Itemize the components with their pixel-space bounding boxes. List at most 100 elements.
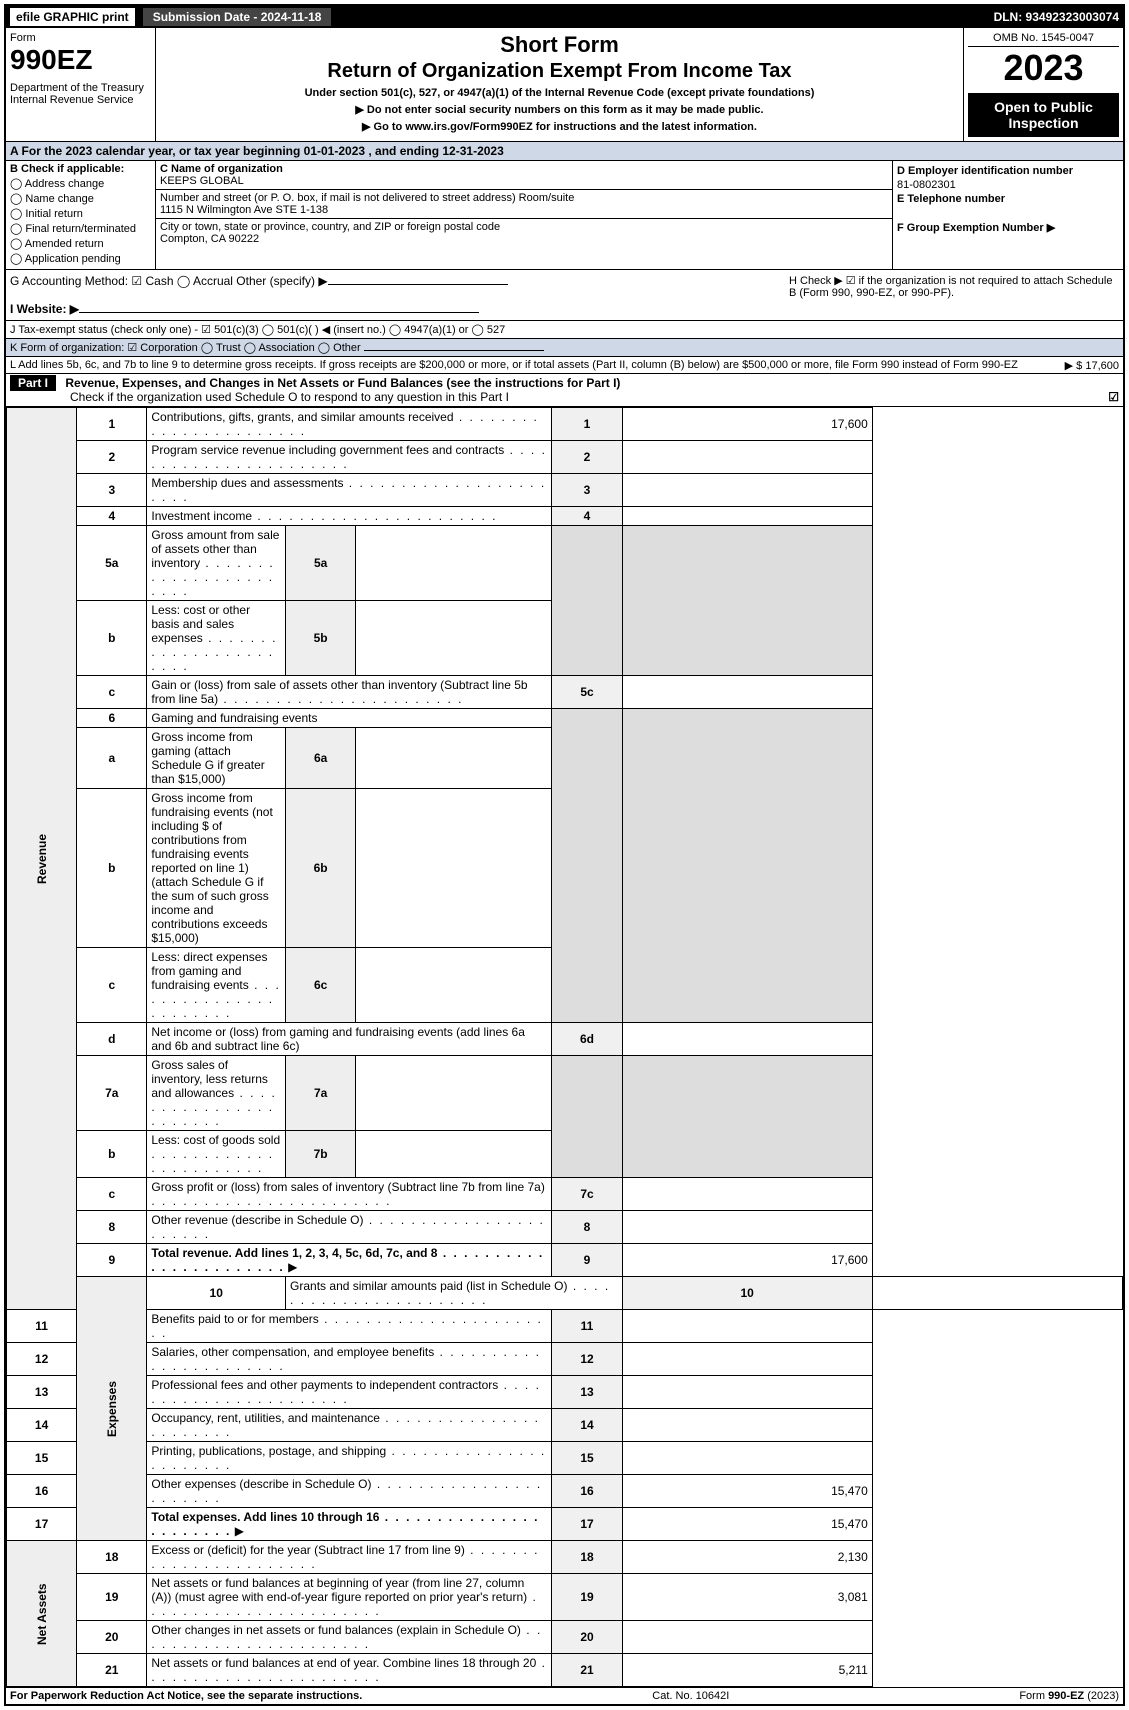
row-l: L Add lines 5b, 6c, and 7b to line 9 to … (6, 357, 1123, 374)
part-i-table: Revenue 1 Contributions, gifts, grants, … (6, 407, 1123, 1687)
box-b-title: B Check if applicable: (10, 163, 124, 175)
box-b: B Check if applicable: ◯ Address change … (6, 161, 156, 269)
line-12-amount (622, 1343, 872, 1376)
part-i-title: Revenue, Expenses, and Changes in Net As… (65, 376, 620, 390)
header-right: OMB No. 1545-0047 2023 Open to Public In… (963, 28, 1123, 141)
part-i-subtitle: Check if the organization used Schedule … (70, 390, 509, 404)
footer-left: For Paperwork Reduction Act Notice, see … (10, 1690, 362, 1702)
website-label: I Website: ▶ (10, 302, 79, 316)
line-4-desc: Investment income (147, 507, 552, 526)
header: Form 990EZ Department of the Treasury In… (6, 28, 1123, 142)
row-l-amount: ▶ $ 17,600 (1065, 359, 1119, 372)
submission-date: Submission Date - 2024-11-18 (143, 8, 332, 26)
line-13-desc: Professional fees and other payments to … (147, 1376, 552, 1409)
line-1-desc: Contributions, gifts, grants, and simila… (147, 408, 552, 441)
line-6a-desc: Gross income from gaming (attach Schedul… (147, 728, 286, 789)
part-i-label: Part I (10, 375, 56, 391)
tax-year: 2023 (968, 47, 1119, 89)
no-ssn-note: ▶ Do not enter social security numbers o… (162, 103, 957, 116)
form-number: 990EZ (10, 44, 151, 76)
ein-value: 81-0802301 (897, 179, 1119, 191)
line-11-desc: Benefits paid to or for members (147, 1310, 552, 1343)
line-14-amount (622, 1409, 872, 1442)
under-section: Under section 501(c), 527, or 4947(a)(1)… (162, 87, 957, 99)
line-10-amount (872, 1277, 1122, 1310)
line-18-amount: 2,130 (622, 1541, 872, 1574)
line-7c-desc: Gross profit or (loss) from sales of inv… (147, 1178, 552, 1211)
row-j: J Tax-exempt status (check only one) - ☑… (6, 321, 1123, 339)
line-6-desc: Gaming and fundraising events (147, 709, 552, 728)
line-17-amount: 15,470 (622, 1508, 872, 1541)
line-12-desc: Salaries, other compensation, and employ… (147, 1343, 552, 1376)
line-2-desc: Program service revenue including govern… (147, 441, 552, 474)
dln-label: DLN: 93492323003074 (994, 10, 1119, 24)
opt-amended-return-label: Amended return (25, 238, 104, 250)
form-990ez-page: efile GRAPHIC print Submission Date - 20… (4, 4, 1125, 1706)
opt-amended-return[interactable]: ◯ Amended return (10, 237, 151, 250)
opt-final-return[interactable]: ◯ Final return/terminated (10, 222, 151, 235)
line-6d-amount (622, 1023, 872, 1056)
line-1-num: 1 (77, 408, 147, 441)
line-17-desc: Total expenses. Add lines 10 through 16 … (147, 1508, 552, 1541)
part-i-checkbox[interactable]: ☑ (1108, 390, 1119, 404)
line-16-amount: 15,470 (622, 1475, 872, 1508)
opt-initial-return[interactable]: ◯ Initial return (10, 207, 151, 220)
opt-application-pending[interactable]: ◯ Application pending (10, 252, 151, 265)
opt-final-return-label: Final return/terminated (25, 223, 136, 235)
short-form-title: Short Form (162, 32, 957, 58)
line-3-desc: Membership dues and assessments (147, 474, 552, 507)
line-21-amount: 5,211 (622, 1654, 872, 1687)
line-13-amount (622, 1376, 872, 1409)
line-4-amount (622, 507, 872, 526)
row-k: K Form of organization: ☑ Corporation ◯ … (6, 339, 1123, 357)
line-2-amount (622, 441, 872, 474)
opt-name-change-label: Name change (25, 193, 94, 205)
box-h: H Check ▶ ☑ if the organization is not r… (789, 274, 1119, 316)
footer: For Paperwork Reduction Act Notice, see … (6, 1687, 1123, 1704)
line-15-desc: Printing, publications, postage, and shi… (147, 1442, 552, 1475)
open-public-badge: Open to Public Inspection (968, 93, 1119, 137)
footer-center: Cat. No. 10642I (652, 1690, 729, 1702)
line-5a-desc: Gross amount from sale of assets other t… (147, 526, 286, 601)
city-label: City or town, state or province, country… (160, 221, 500, 233)
org-name: KEEPS GLOBAL (160, 175, 244, 187)
opt-initial-return-label: Initial return (25, 208, 82, 220)
line-21-desc: Net assets or fund balances at end of ye… (147, 1654, 552, 1687)
line-3-amount (622, 474, 872, 507)
header-left: Form 990EZ Department of the Treasury In… (6, 28, 156, 141)
line-19-amount: 3,081 (622, 1574, 872, 1621)
line-15-amount (622, 1442, 872, 1475)
row-g-h: G Accounting Method: ☑ Cash ◯ Accrual Ot… (6, 270, 1123, 321)
opt-application-pending-label: Application pending (25, 253, 121, 265)
box-c: C Name of organization KEEPS GLOBAL Numb… (156, 161, 893, 269)
line-7b-desc: Less: cost of goods sold (147, 1131, 286, 1178)
line-5b-desc: Less: cost or other basis and sales expe… (147, 601, 286, 676)
line-14-desc: Occupancy, rent, utilities, and maintena… (147, 1409, 552, 1442)
goto-link[interactable]: ▶ Go to www.irs.gov/Form990EZ for instru… (162, 120, 957, 133)
line-20-desc: Other changes in net assets or fund bala… (147, 1621, 552, 1654)
line-18-desc: Excess or (deficit) for the year (Subtra… (147, 1541, 552, 1574)
box-d: D Employer identification number 81-0802… (893, 161, 1123, 269)
line-7c-amount (622, 1178, 872, 1211)
form-label: Form (10, 32, 151, 44)
top-bar: efile GRAPHIC print Submission Date - 20… (6, 6, 1123, 28)
revenue-side-label: Revenue (7, 408, 77, 1310)
opt-address-change[interactable]: ◯ Address change (10, 177, 151, 190)
line-5c-amount (622, 676, 872, 709)
addr-label: Number and street (or P. O. box, if mail… (160, 192, 574, 204)
line-6d-desc: Net income or (loss) from gaming and fun… (147, 1023, 552, 1056)
line-1-amount: 17,600 (622, 408, 872, 441)
line-9-desc: Total revenue. Add lines 1, 2, 3, 4, 5c,… (147, 1244, 552, 1277)
return-title: Return of Organization Exempt From Incom… (162, 60, 957, 83)
line-9-amount: 17,600 (622, 1244, 872, 1277)
line-6c-desc: Less: direct expenses from gaming and fu… (147, 948, 286, 1023)
efile-print-label: efile GRAPHIC print (10, 8, 135, 26)
org-street: 1115 N Wilmington Ave STE 1-138 (160, 204, 328, 216)
footer-right: Form 990-EZ (2023) (1019, 1690, 1119, 1702)
row-a-tax-year: A For the 2023 calendar year, or tax yea… (6, 142, 1123, 161)
telephone-label: E Telephone number (897, 193, 1005, 205)
line-8-desc: Other revenue (describe in Schedule O) (147, 1211, 552, 1244)
net-assets-side-label: Net Assets (7, 1541, 77, 1687)
opt-name-change[interactable]: ◯ Name change (10, 192, 151, 205)
line-5c-desc: Gain or (loss) from sale of assets other… (147, 676, 552, 709)
